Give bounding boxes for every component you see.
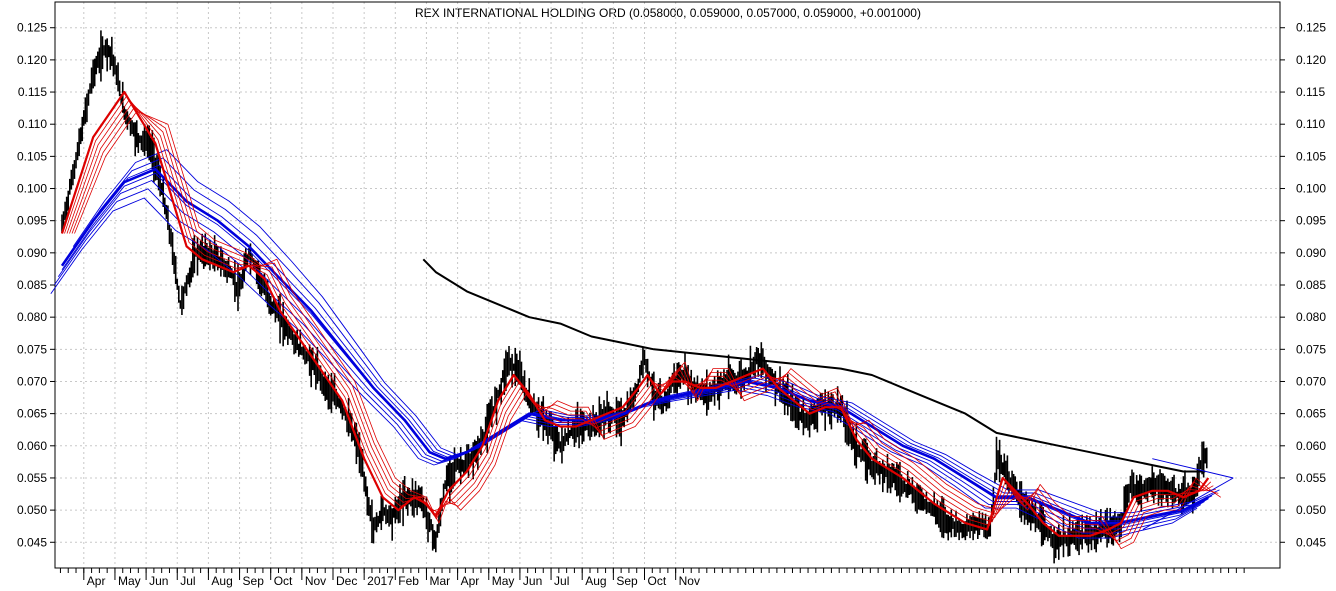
- x-tick-label: Aug: [211, 574, 232, 588]
- y-tick-label-left: 0.125: [17, 21, 47, 35]
- x-tick-label: Nov: [305, 574, 326, 588]
- x-tick-label: Jul: [554, 574, 569, 588]
- y-tick-label-right: 0.115: [1296, 85, 1325, 99]
- x-tick-label: Mar: [429, 574, 450, 588]
- x-tick-label: Aug: [585, 574, 606, 588]
- x-tick-label: Feb: [398, 574, 419, 588]
- short-term-average-line: [74, 110, 1222, 550]
- chart-title: REX INTERNATIONAL HOLDING ORD (0.058000,…: [415, 6, 921, 20]
- y-tick-label-left: 0.105: [17, 149, 47, 163]
- series-layer: [50, 30, 1234, 564]
- y-tick-label-right: 0.095: [1296, 214, 1326, 228]
- y-tick-label-left: 0.075: [17, 342, 47, 356]
- long-average-line: [422, 258, 1206, 473]
- y-tick-label-left: 0.085: [17, 278, 47, 292]
- y-tick-label-right: 0.090: [1296, 246, 1326, 260]
- x-axis: Apr May Jun Jul Aug Sep Oct Nov Dec 2017 Feb Mar Apr…: [59, 568, 1245, 588]
- trendline: [1152, 458, 1234, 479]
- short-term-average-line: [66, 99, 1214, 538]
- y-axis-right: 0.045 0.050 0.055 0.060 0.065 0.070 0.075 0.080…: [1280, 21, 1326, 549]
- x-tick-label: Sep: [243, 574, 265, 588]
- short-term-average-bold: [60, 90, 1210, 537]
- y-tick-label-right: 0.065: [1296, 407, 1326, 421]
- y-tick-label-right: 0.120: [1296, 53, 1326, 67]
- x-tick-label: 2017: [367, 574, 394, 588]
- y-tick-label-left: 0.065: [17, 407, 47, 421]
- x-tick-label: Dec: [336, 574, 357, 588]
- y-tick-label-right: 0.050: [1296, 503, 1326, 517]
- y-tick-label-left: 0.095: [17, 214, 47, 228]
- y-tick-label-left: 0.070: [17, 374, 47, 388]
- short-term-average-line: [64, 95, 1212, 534]
- y-tick-label-right: 0.055: [1296, 471, 1326, 485]
- long-term-average-line: [54, 188, 1202, 534]
- y-tick-label-right: 0.060: [1296, 439, 1326, 453]
- y-tick-label-left: 0.110: [18, 117, 47, 131]
- x-tick-label: Jul: [180, 574, 195, 588]
- x-tick-label: May: [118, 574, 141, 588]
- y-tick-label-left: 0.050: [17, 503, 47, 517]
- y-tick-label-left: 0.115: [18, 85, 47, 99]
- x-tick-label: Nov: [679, 574, 700, 588]
- x-tick-label: Apr: [461, 574, 480, 588]
- x-tick-label: Oct: [648, 574, 667, 588]
- y-tick-label-right: 0.080: [1296, 310, 1326, 324]
- y-tick-label-left: 0.055: [17, 471, 47, 485]
- short-term-average-line: [69, 103, 1216, 542]
- y-axis-left: 0.045 0.050 0.055 0.060 0.065 0.070 0.075 0.080…: [17, 21, 55, 549]
- x-tick-label: Sep: [616, 574, 638, 588]
- x-tick-label: May: [492, 574, 515, 588]
- y-tick-label-left: 0.100: [17, 182, 47, 196]
- long-term-average-line: [50, 197, 1198, 539]
- y-tick-label-right: 0.105: [1296, 149, 1326, 163]
- y-tick-label-right: 0.045: [1296, 535, 1326, 549]
- x-tick-label: Jun: [149, 574, 168, 588]
- y-tick-label-right: 0.075: [1296, 342, 1326, 356]
- y-tick-label-right: 0.125: [1296, 21, 1326, 35]
- y-tick-label-left: 0.045: [17, 535, 47, 549]
- y-tick-label-left: 0.060: [17, 439, 47, 453]
- y-tick-label-right: 0.110: [1296, 117, 1325, 131]
- x-tick-label: Oct: [274, 574, 293, 588]
- y-tick-label-left: 0.120: [17, 53, 47, 67]
- y-tick-label-left: 0.080: [17, 310, 47, 324]
- y-tick-label-right: 0.085: [1296, 278, 1326, 292]
- gridlines: [55, 2, 1280, 568]
- short-term-average-line: [71, 107, 1219, 546]
- x-tick-label: Jun: [523, 574, 542, 588]
- y-tick-label-right: 0.100: [1296, 182, 1326, 196]
- trendline: [1142, 477, 1234, 530]
- y-tick-label-right: 0.070: [1296, 374, 1326, 388]
- y-tick-label-left: 0.090: [17, 246, 47, 260]
- x-tick-label: Apr: [87, 574, 106, 588]
